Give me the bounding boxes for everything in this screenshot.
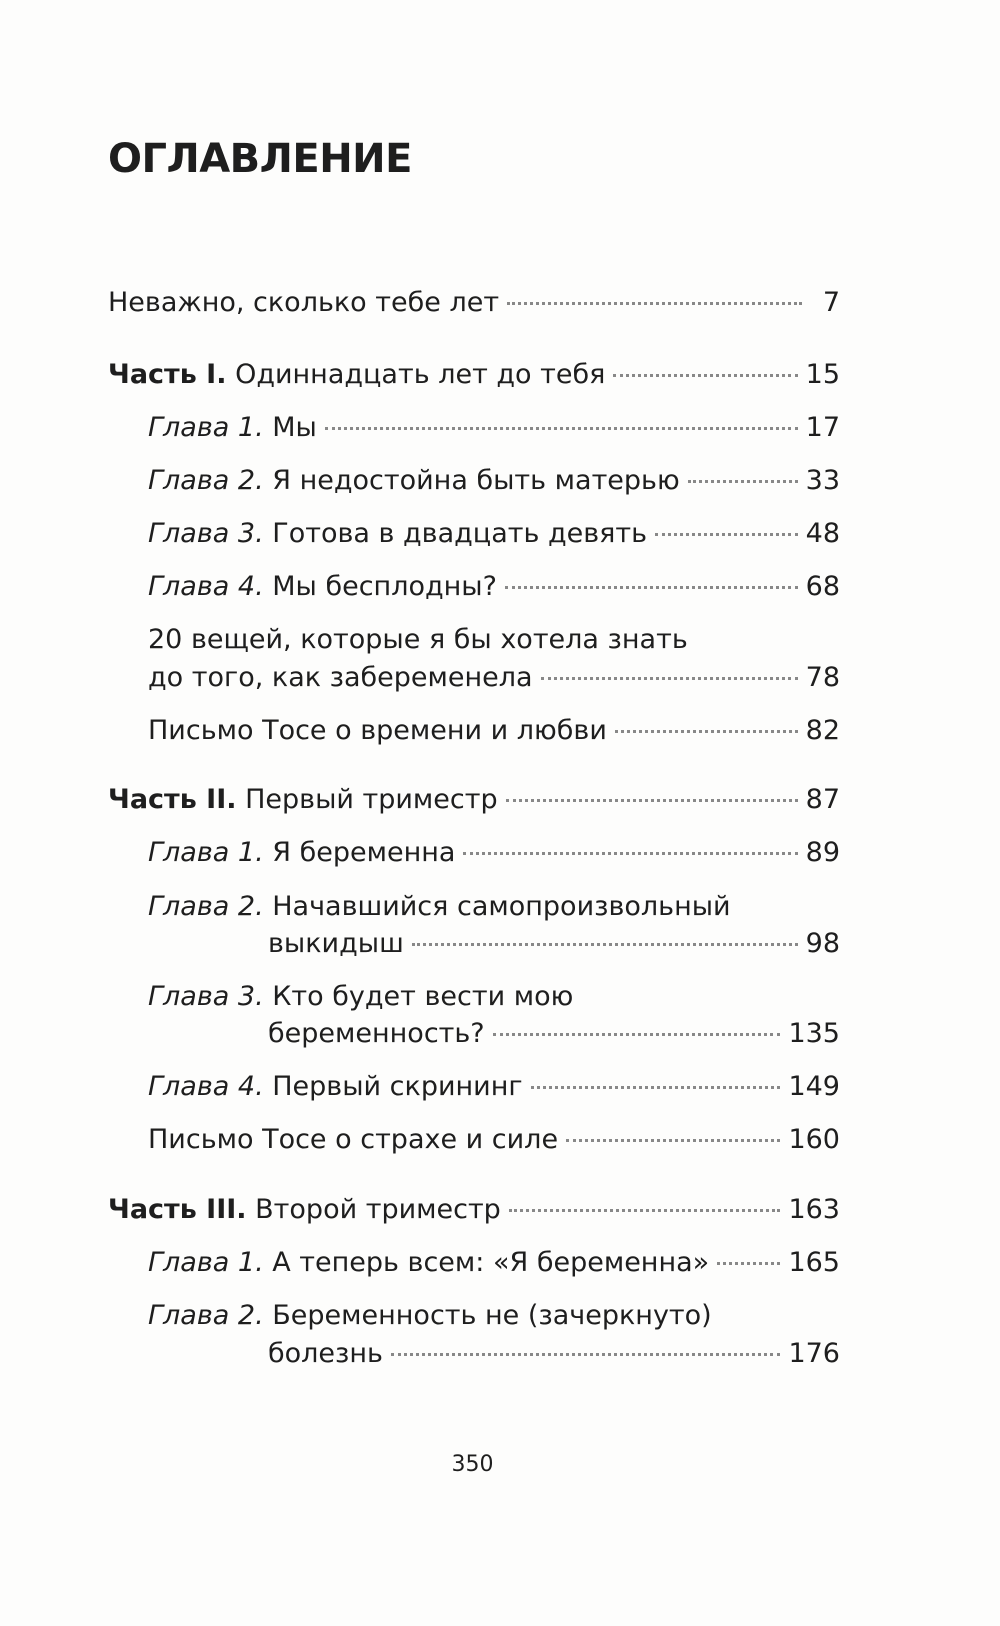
entry-title: Письмо Тосе о времени и любви <box>148 715 607 746</box>
entry-title: А теперь всем: «Я беременна» <box>272 1247 710 1278</box>
entry-page: 163 <box>788 1194 840 1225</box>
entry-title: Первый скрининг <box>272 1071 523 1102</box>
chapter-label: Глава 2. <box>148 465 264 496</box>
dot-leader <box>614 730 798 733</box>
toc-part: Часть I. Одиннадцать лет до тебя 15 <box>108 355 840 395</box>
entry-title: Готова в двадцать девять <box>272 518 648 549</box>
page-title: ОГЛАВЛЕНИЕ <box>108 136 412 182</box>
entry-title-line2: выкидыш <box>268 928 404 959</box>
dot-leader <box>324 427 798 430</box>
toc-chapter: Глава 1. А теперь всем: «Я беременна» 165 <box>148 1243 840 1283</box>
dot-leader <box>687 480 798 483</box>
dot-leader <box>530 1086 781 1089</box>
toc-entry: до того, как забеременела 78 <box>148 658 840 698</box>
dot-leader <box>505 799 798 802</box>
chapter-label: Глава 1. <box>148 412 264 443</box>
chapter-label: Глава 4. <box>148 571 264 602</box>
entry-page: 78 <box>805 662 840 693</box>
entry-title: Мы <box>272 412 317 443</box>
toc-chapter: Глава 4. Мы бесплодны? 68 <box>148 567 840 607</box>
entry-page: 149 <box>788 1071 840 1102</box>
page-number: 350 <box>451 1452 494 1477</box>
toc-entry: Неважно, сколько тебе лет 7 <box>108 283 840 323</box>
entry-title: Беременность не (зачеркнуто) <box>272 1300 712 1331</box>
entry-title: Первый триместр <box>245 784 498 815</box>
dot-leader <box>613 374 798 377</box>
entry-page: 7 <box>822 287 840 318</box>
dot-leader <box>566 1139 781 1142</box>
entry-title-line1: 20 вещей, которые я бы хотела знать <box>148 624 688 655</box>
dot-leader <box>504 586 798 589</box>
chapter-label: Глава 4. <box>148 1071 264 1102</box>
entry-page: 98 <box>805 928 840 959</box>
chapter-label: Глава 1. <box>148 837 264 868</box>
entry-page: 89 <box>805 837 840 868</box>
toc-chapter: Глава 1. Я беременна 89 <box>148 833 840 873</box>
entry-title: Я беременна <box>272 837 456 868</box>
chapter-label: Глава 1. <box>148 1247 264 1278</box>
dot-leader <box>540 677 798 680</box>
dot-leader <box>717 1262 781 1265</box>
entry-page: 33 <box>805 465 840 496</box>
entry-page: 15 <box>805 359 840 390</box>
toc-chapter-line2: болезнь 176 <box>268 1334 840 1374</box>
entry-title: Одиннадцать лет до тебя <box>235 359 606 390</box>
entry-title: Мы бесплодны? <box>272 571 497 602</box>
dot-leader <box>655 533 798 536</box>
entry-page: 68 <box>805 571 840 602</box>
entry-page: 82 <box>805 715 840 746</box>
part-label: Часть III. <box>108 1194 247 1225</box>
chapter-label: Глава 3. <box>148 981 264 1012</box>
entry-title: Письмо Тосе о страхе и силе <box>148 1124 559 1155</box>
entry-title: Второй триместр <box>255 1194 501 1225</box>
entry-page: 17 <box>805 412 840 443</box>
entry-page: 48 <box>805 518 840 549</box>
entry-title: Кто будет вести мою <box>272 981 574 1012</box>
dot-leader <box>508 1209 781 1212</box>
dot-leader <box>507 302 802 305</box>
toc-chapter-line2: выкидыш 98 <box>268 924 840 964</box>
toc-chapter-line2: беременность? 135 <box>268 1014 840 1054</box>
toc-chapter-line1: Глава 2. Беременность не (зачеркнуто) <box>148 1296 712 1336</box>
entry-page: 176 <box>788 1338 840 1369</box>
toc-chapter: Глава 2. Я недостойна быть матерью 33 <box>148 461 840 501</box>
dot-leader <box>463 852 798 855</box>
entry-title-line2: до того, как забеременела <box>148 662 533 693</box>
toc-entry: Письмо Тосе о страхе и силе 160 <box>148 1120 840 1160</box>
toc-chapter-line1: Глава 3. Кто будет вести мою <box>148 977 573 1017</box>
part-label: Часть I. <box>108 359 227 390</box>
entry-title: Я недостойна быть матерью <box>272 465 680 496</box>
dot-leader <box>390 1353 781 1356</box>
chapter-label: Глава 2. <box>148 1300 264 1331</box>
entry-page: 87 <box>805 784 840 815</box>
entry-title: Начавшийся самопроизвольный <box>272 891 731 922</box>
dot-leader <box>411 943 798 946</box>
entry-page: 135 <box>788 1018 840 1049</box>
toc-part: Часть II. Первый триместр 87 <box>108 780 840 820</box>
entry-page: 160 <box>788 1124 840 1155</box>
dot-leader <box>492 1033 781 1036</box>
entry-title-line2: беременность? <box>268 1018 485 1049</box>
toc-chapter: Глава 1. Мы 17 <box>148 408 840 448</box>
chapter-label: Глава 2. <box>148 891 264 922</box>
entry-title: Неважно, сколько тебе лет <box>108 287 500 318</box>
toc-part: Часть III. Второй триместр 163 <box>108 1190 840 1230</box>
toc-chapter: Глава 3. Готова в двадцать девять 48 <box>148 514 840 554</box>
toc-chapter-line1: Глава 2. Начавшийся самопроизвольный <box>148 887 731 927</box>
toc-chapter: Глава 4. Первый скрининг 149 <box>148 1067 840 1107</box>
entry-title-line2: болезнь <box>268 1338 383 1369</box>
entry-page: 165 <box>788 1247 840 1278</box>
part-label: Часть II. <box>108 784 237 815</box>
toc-entry: Письмо Тосе о времени и любви 82 <box>148 711 840 751</box>
chapter-label: Глава 3. <box>148 518 264 549</box>
